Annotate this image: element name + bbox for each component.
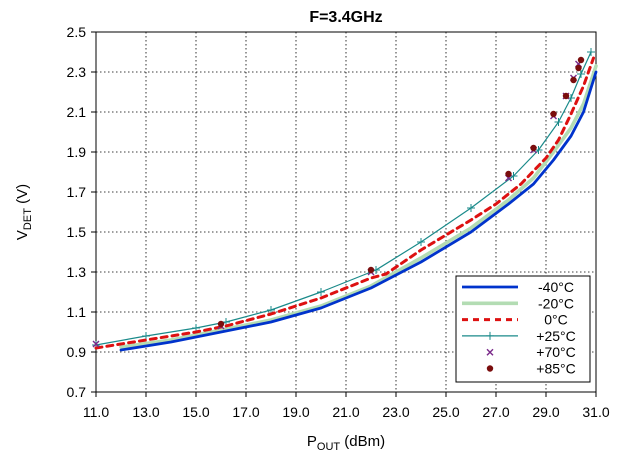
- legend-item-minus20c: -20°C: [462, 295, 574, 311]
- x-axis-label-main: P: [307, 433, 317, 450]
- x-tick-label: 25.0: [432, 404, 459, 420]
- legend-label: -40°C: [538, 279, 574, 295]
- series-plus85c: [217, 56, 585, 328]
- y-tick-label: 2.3: [67, 64, 87, 80]
- legend-label: +70°C: [536, 344, 575, 360]
- data-point-plus: [317, 288, 325, 296]
- x-axis-label-unit: (dBm): [340, 433, 385, 450]
- data-point-dot: [575, 64, 582, 72]
- x-tick-label: 27.0: [482, 404, 509, 420]
- y-tick-label: 1.1: [67, 304, 87, 320]
- y-axis-label-main: V: [14, 230, 31, 240]
- legend-item-plus70c: +70°C: [486, 344, 576, 360]
- y-tick-label: 1.3: [67, 264, 87, 280]
- data-point-dot: [550, 110, 557, 118]
- data-point-dot: [570, 76, 577, 84]
- data-point-dot: [505, 170, 512, 178]
- series-group: [92, 48, 598, 352]
- data-point-dot: [486, 365, 494, 372]
- x-tick-label: 19.0: [282, 404, 309, 420]
- series-line: [94, 56, 595, 350]
- x-marker-b: [486, 348, 494, 356]
- legend-item-plus85c: +85°C: [486, 361, 576, 377]
- x-axis-label: POUT (dBm): [307, 433, 385, 453]
- x-axis-ticks: 11.0 13.0 15.0 17.0 19.0 21.0 23.0 25.0 27.0 29.0…: [83, 392, 610, 420]
- y-tick-label: 1.5: [67, 224, 87, 240]
- x-tick-label: 29.0: [532, 404, 559, 420]
- y-axis-ticks: 0.7 0.9 1.1 1.3 1.5 1.7 1.9 2.1 2.3 2.5: [67, 24, 96, 400]
- legend-label: -20°C: [538, 295, 574, 311]
- data-point-plus: [417, 238, 425, 246]
- legend-box: [455, 275, 591, 383]
- legend-item-minus40c: -40°C: [462, 279, 574, 295]
- data-point-dot: [530, 144, 537, 152]
- x-tick-label: 23.0: [382, 404, 409, 420]
- y-axis-label-subscript: DET: [22, 208, 34, 230]
- x-tick-label: 13.0: [132, 404, 159, 420]
- series-0c: [94, 56, 595, 350]
- x-tick-label: 21.0: [332, 404, 359, 420]
- y-tick-label: 0.9: [67, 344, 87, 360]
- y-axis-label: VDET (V): [14, 184, 34, 240]
- y-tick-label: 0.7: [67, 384, 87, 400]
- data-point-x: [92, 340, 100, 348]
- legend-label: +85°C: [536, 361, 575, 377]
- data-point-dot: [577, 56, 585, 64]
- x-tick-label: 17.0: [232, 404, 259, 420]
- series-line: [119, 64, 598, 349]
- y-axis-label-unit: (V): [14, 184, 31, 208]
- legend: -40°C-20°C0°C+25°C+70°C+85°C: [455, 275, 591, 383]
- chart-title: F=3.4GHz: [309, 9, 382, 26]
- y-tick-label: 1.9: [67, 144, 87, 160]
- data-point-plus: [554, 118, 563, 126]
- data-point-plus: [486, 331, 494, 340]
- legend-label: 0°C: [544, 312, 568, 328]
- data-point-plus: [467, 204, 475, 212]
- data-point-plus: [142, 332, 150, 340]
- legend-item-plus25c: +25°C: [462, 328, 576, 344]
- data-point-dot: [367, 266, 375, 274]
- series-minus20c: [119, 64, 598, 349]
- legend-item-0c: 0°C: [462, 312, 568, 328]
- x-axis-label-subscript: OUT: [317, 441, 341, 453]
- series-line: [119, 70, 598, 352]
- data-point-plus: [587, 48, 595, 56]
- x-tick-label: 11.0: [83, 404, 109, 420]
- y-tick-label: 2.1: [67, 104, 87, 120]
- y-tick-label: 1.7: [67, 184, 87, 200]
- legend-label: +25°C: [536, 328, 575, 344]
- data-point-plus: [577, 70, 585, 78]
- x-tick-label: 31.0: [582, 404, 609, 420]
- data-point-dot: [562, 92, 570, 100]
- data-point-x: [486, 348, 494, 356]
- series-minus40c: [119, 70, 598, 352]
- y-tick-label: 2.5: [67, 24, 87, 40]
- x-marker-b: [92, 340, 100, 348]
- series-plus25c: [92, 48, 595, 349]
- x-tick-label: 15.0: [182, 404, 209, 420]
- data-point-dot: [217, 320, 225, 328]
